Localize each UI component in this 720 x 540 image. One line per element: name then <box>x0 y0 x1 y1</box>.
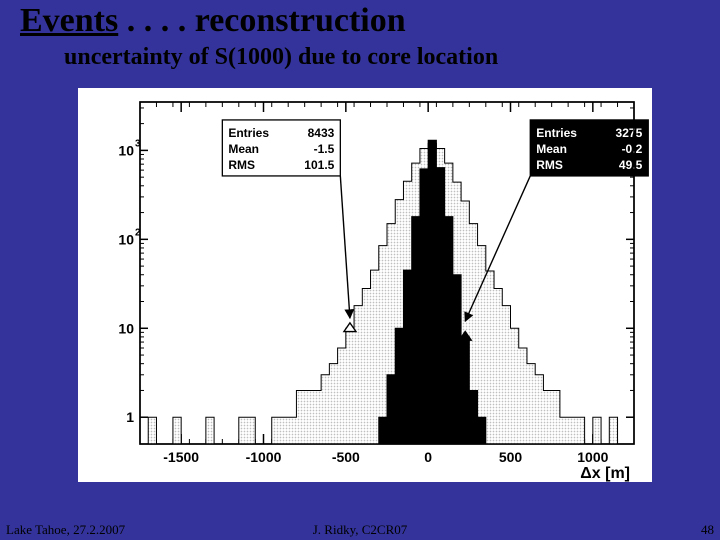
footer-left: Lake Tahoe, 27.2.2007 <box>6 522 125 538</box>
slide-title: Events . . . . reconstruction <box>20 2 406 40</box>
svg-text:Entries: Entries <box>228 126 269 140</box>
svg-text:-1500: -1500 <box>163 449 199 465</box>
svg-text:3275: 3275 <box>616 126 643 140</box>
chart-area: 110102103-1500-1000-50005001000Δx [m]Ent… <box>78 88 652 482</box>
svg-text:1: 1 <box>126 409 134 425</box>
svg-text:8433: 8433 <box>308 126 335 140</box>
svg-text:RMS: RMS <box>536 158 563 172</box>
footer-center: J. Ridky, C2CR07 <box>313 522 408 538</box>
svg-text:Mean: Mean <box>228 142 259 156</box>
svg-text:-1000: -1000 <box>246 449 282 465</box>
svg-text:Entries: Entries <box>536 126 577 140</box>
svg-text:101.5: 101.5 <box>304 158 334 172</box>
svg-text:1000: 1000 <box>577 449 608 465</box>
footer-right: 48 <box>701 522 714 538</box>
svg-text:10: 10 <box>118 231 134 247</box>
svg-text:49.5: 49.5 <box>619 158 643 172</box>
svg-text:500: 500 <box>499 449 523 465</box>
svg-text:-1.5: -1.5 <box>314 142 335 156</box>
title-left: Events <box>20 2 118 39</box>
svg-text:10: 10 <box>118 320 134 336</box>
title-right: reconstruction <box>195 2 406 39</box>
svg-text:0: 0 <box>424 449 432 465</box>
svg-text:Mean: Mean <box>536 142 567 156</box>
svg-text:-500: -500 <box>332 449 360 465</box>
svg-text:10: 10 <box>118 142 134 158</box>
slide: Events . . . . reconstruction uncertaint… <box>0 0 720 540</box>
histogram-chart: 110102103-1500-1000-50005001000Δx [m]Ent… <box>78 88 652 482</box>
svg-text:-0.2: -0.2 <box>622 142 643 156</box>
title-sep: . . . . <box>118 2 195 39</box>
svg-text:RMS: RMS <box>228 158 255 172</box>
slide-subtitle: uncertainty of S(1000) due to core locat… <box>64 44 498 71</box>
slide-footer: Lake Tahoe, 27.2.2007 J. Ridky, C2CR07 4… <box>0 518 720 538</box>
svg-text:Δx [m]: Δx [m] <box>580 465 630 482</box>
